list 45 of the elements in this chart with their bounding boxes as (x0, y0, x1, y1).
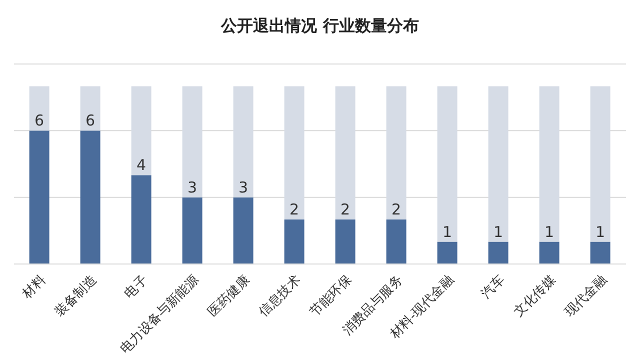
data-label: 1 (544, 222, 554, 241)
bar (29, 86, 50, 131)
bar (80, 86, 100, 131)
x-tick-label: 装备制造 (52, 272, 100, 320)
bar (590, 242, 610, 264)
bar (437, 86, 458, 242)
bar (437, 242, 458, 264)
data-label: 3 (238, 178, 248, 196)
bar (284, 86, 304, 220)
bar (131, 175, 152, 264)
bar (29, 130, 50, 264)
data-label: 6 (86, 112, 96, 130)
x-tick-label: 材料 (19, 272, 49, 302)
bar (335, 220, 356, 264)
x-tick-label: 信息技术 (256, 272, 304, 320)
bar (488, 242, 508, 264)
bar (386, 220, 406, 264)
bar (488, 86, 508, 242)
data-label: 2 (340, 200, 350, 219)
bar (590, 86, 610, 242)
chart-title: 公开退出情况 行业数量分布 (220, 15, 420, 37)
data-label: 3 (188, 178, 198, 196)
bar (182, 86, 202, 198)
data-label: 2 (392, 200, 402, 219)
x-tick-label: 电子 (122, 272, 151, 302)
bar (335, 86, 356, 220)
bar (386, 86, 406, 220)
x-tick-label: 文化传媒 (511, 272, 559, 320)
data-label: 6 (34, 112, 44, 130)
data-label: 2 (290, 200, 300, 219)
bar (80, 130, 100, 264)
x-tick-label: 医药健康 (205, 272, 253, 320)
bar (131, 86, 152, 176)
bar (233, 197, 254, 264)
data-label: 4 (136, 156, 146, 174)
bar (539, 242, 560, 264)
data-label: 1 (596, 222, 606, 241)
bar (284, 220, 304, 264)
bar (182, 197, 202, 264)
x-tick-label: 汽车 (478, 272, 508, 302)
bar (233, 86, 254, 198)
data-label: 1 (442, 222, 452, 241)
bar (539, 86, 560, 242)
x-tick-label: 现代金融 (562, 272, 610, 320)
data-label: 1 (494, 222, 504, 241)
